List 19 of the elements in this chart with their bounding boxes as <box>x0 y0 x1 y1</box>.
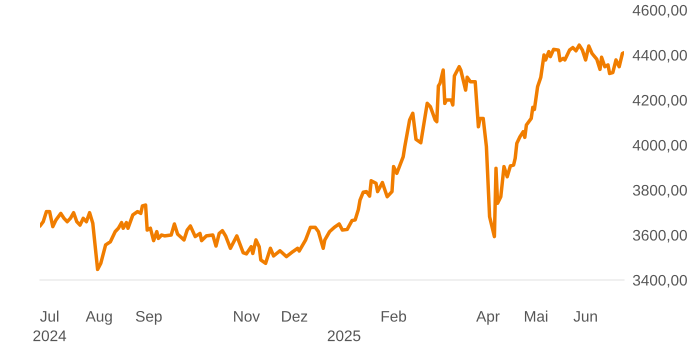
x-tick-label: Feb <box>382 310 406 322</box>
y-tick-label: 4000,00 <box>632 140 687 152</box>
x-tick-label: Apr <box>476 311 500 325</box>
x-tick-label: Aug <box>86 311 112 325</box>
y-tick-label: 3600,00 <box>632 230 687 242</box>
x-tick-label: Dez <box>282 311 308 322</box>
x2-tick-label: 2024 <box>33 330 66 342</box>
x2-tick-label: 2025 <box>328 330 360 342</box>
y-tick-label: 3400,00 <box>632 274 687 288</box>
x-tick-label: Mai <box>524 310 548 322</box>
x-tick-label: Nov <box>234 311 260 322</box>
y-tick-label: 4600,00 <box>632 4 687 18</box>
y-tick-label: 3800,00 <box>632 184 687 198</box>
y-tick-label: 4200,00 <box>632 94 687 108</box>
line-series <box>40 43 624 272</box>
y-tick-label: 4400,00 <box>632 50 687 62</box>
x-tick-label: Jun <box>574 311 597 322</box>
x-tick-label: Sep <box>136 310 162 325</box>
x-tick-label: Jul <box>40 310 58 322</box>
